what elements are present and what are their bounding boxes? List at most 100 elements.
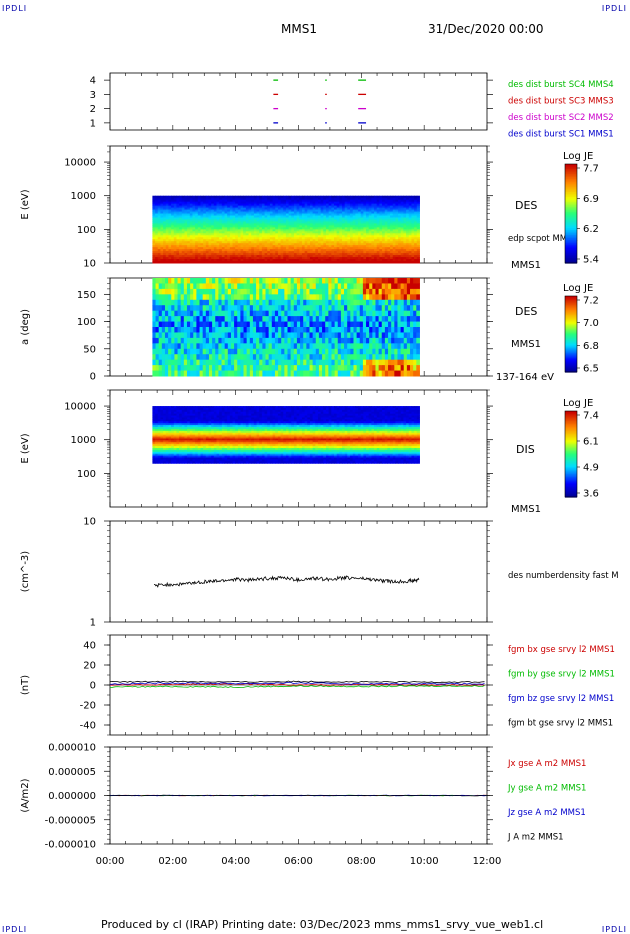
spectrogram-cell (163, 237, 167, 240)
spectrogram-cell (291, 253, 295, 256)
spectrogram-cell (323, 219, 327, 222)
spectrogram-cell (179, 231, 183, 234)
spectrogram-cell (189, 247, 193, 250)
spectrogram-cell (165, 249, 169, 252)
spectrogram-cell (363, 261, 367, 264)
spectrogram-cell (252, 299, 257, 306)
spectrogram-cell (221, 229, 226, 232)
spectrogram-cell (227, 231, 231, 234)
spectrogram-cell (337, 327, 342, 333)
spectrogram-cell (240, 278, 245, 284)
spectrogram-cell (371, 235, 375, 238)
spectrogram-cell (227, 225, 231, 228)
spectrogram-cell (264, 231, 268, 234)
spectrogram-cell (340, 299, 345, 306)
spectrogram-cell (334, 205, 338, 209)
spectrogram-cell (224, 294, 229, 301)
spectrogram-cell (224, 211, 228, 215)
spectrogram-cell (155, 211, 159, 215)
spectrogram-cell (371, 247, 375, 250)
spectrogram-cell (287, 305, 292, 312)
spectrogram-cell (307, 259, 311, 262)
spectrogram-cell (253, 233, 258, 236)
spectrogram-cell (157, 207, 161, 211)
spectrogram-cell (309, 305, 314, 312)
spectrogram-cell (240, 197, 244, 201)
spectrogram-cell (248, 211, 252, 215)
spectrogram-cell (312, 316, 317, 323)
spectrogram-cell (186, 348, 191, 355)
spectrogram-cell (211, 203, 215, 207)
spectrogram-cell (187, 235, 191, 238)
spectrogram-cell (387, 219, 391, 222)
spectrogram-cell (275, 253, 279, 256)
spectrogram-cell (331, 337, 336, 344)
spectrogram-cell (334, 233, 338, 236)
spectrogram-cell (261, 195, 266, 199)
spectrogram-cell (411, 233, 415, 236)
spectrogram-cell (160, 261, 164, 264)
spectrogram-cell (315, 257, 319, 260)
spectrogram-cell (189, 211, 193, 215)
spectrogram-cell (157, 221, 161, 224)
spectrogram-cell (363, 225, 367, 228)
spectrogram-cell (277, 261, 282, 264)
spectrogram-cell (339, 255, 343, 258)
spectrogram-cell (334, 332, 339, 339)
spectrogram-cell (155, 217, 159, 220)
spectrogram-cell (221, 321, 226, 328)
spectrogram-cell (301, 207, 306, 211)
spectrogram-cell (184, 259, 188, 262)
spectrogram-cell (280, 215, 284, 218)
spectrogram-cell (325, 209, 330, 213)
spectrogram-cell (312, 305, 317, 312)
spectrogram-cell (152, 310, 157, 317)
spectrogram-cell (187, 251, 191, 254)
spectrogram-cell (309, 370, 314, 377)
spectrogram-cell (268, 305, 273, 312)
spectrogram-cell (275, 227, 279, 230)
spectrogram-cell (205, 261, 209, 264)
spectrogram-cell (180, 310, 185, 317)
spectrogram-cell (208, 225, 212, 228)
spectrogram-cell (277, 259, 282, 262)
spectrogram-cell (230, 310, 235, 317)
spectrogram-cell (280, 243, 284, 246)
spectrogram-cell (362, 278, 367, 284)
spectrogram-cell (221, 305, 226, 312)
spectrogram-cell (248, 201, 252, 205)
spectrogram-cell (344, 247, 348, 250)
spectrogram-cell (337, 354, 342, 361)
spectrogram-cell (356, 294, 361, 301)
spectrogram-cell (323, 239, 327, 242)
spectrogram-cell (362, 332, 367, 339)
spectrogram-cell (387, 205, 391, 209)
spectrogram-cell (299, 199, 303, 203)
spectrogram-cell (374, 195, 378, 199)
spectrogram-cell (200, 211, 204, 215)
spectrogram-cell (246, 337, 251, 344)
spectrogram-cell (360, 211, 364, 215)
spectrogram-cell (284, 359, 289, 366)
spectrogram-cell (184, 215, 188, 218)
spectrogram-cell (205, 225, 209, 228)
spectrogram-cell (262, 310, 267, 317)
spectrogram-cell (186, 310, 191, 317)
spectrogram-cell (288, 203, 292, 207)
spectrogram-cell (216, 243, 220, 246)
spectrogram-cell (307, 261, 311, 264)
spectrogram-cell (163, 231, 167, 234)
spectrogram-cell (350, 237, 354, 240)
spectrogram-cell (352, 215, 356, 218)
spectrogram-cell (232, 251, 236, 254)
spectrogram-cell (403, 203, 407, 207)
spectrogram-cell (259, 294, 263, 301)
spectrogram-cell (173, 219, 177, 222)
spectrogram-cell (234, 327, 238, 333)
spectrogram-cell (414, 253, 418, 256)
spectrogram-cell (325, 310, 329, 317)
spectrogram-cell (315, 225, 319, 228)
spectrogram-cell (288, 201, 292, 205)
spectrogram-cell (267, 233, 271, 236)
spectrogram-cell (342, 247, 346, 250)
